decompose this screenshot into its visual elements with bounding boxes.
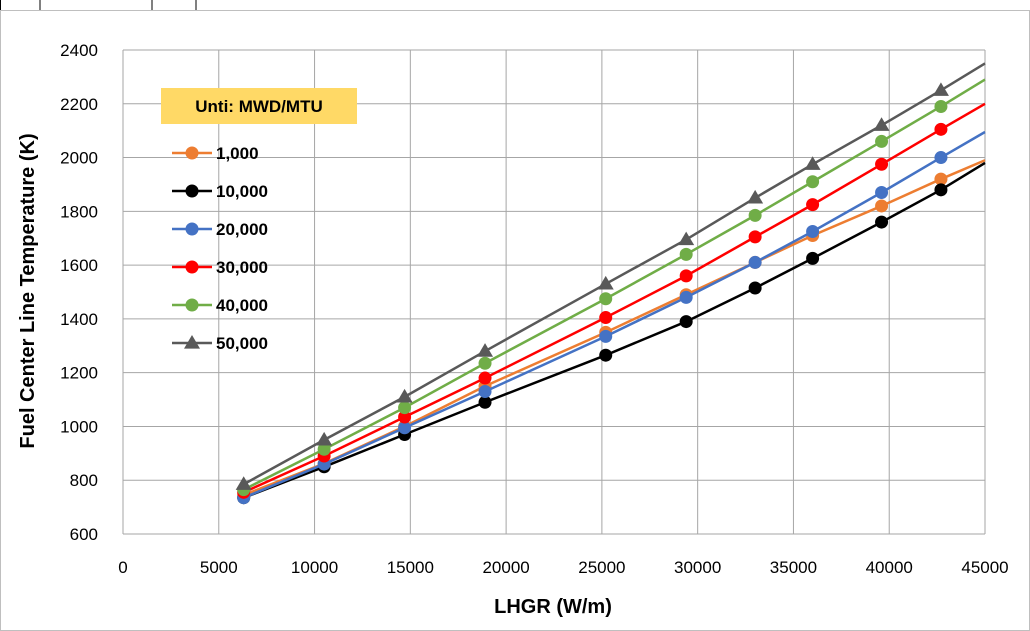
data-point-5-7 [804,156,821,170]
y-tick-label-5: 1600 [60,256,98,275]
data-point-4-8 [875,134,889,148]
y-tick-label-0: 600 [70,525,98,544]
x-tick-label-1: 5000 [200,558,238,577]
y-tick-label-6: 1800 [60,202,98,221]
data-point-5-6 [747,189,764,204]
header-table-remnant [0,0,197,10]
data-point-3-3 [478,371,492,385]
data-point-3-5 [679,269,693,283]
data-point-2-7 [806,225,820,238]
data-point-2-4 [599,329,613,343]
series-20,000 [237,130,986,505]
x-tick-label-8: 40000 [866,558,913,577]
data-point-0-9 [934,172,948,186]
x-tick-label-6: 30000 [674,558,721,577]
data-point-5-1 [316,431,333,446]
series-layer [235,62,986,505]
y-tick-label-9: 2400 [60,41,98,60]
data-point-2-9 [934,151,948,165]
legend-item-3: 30,000 [172,258,268,277]
data-point-5-4 [597,275,614,290]
data-point-1-3 [478,395,492,409]
y-axis-title: Fuel Center Line Temperature (K) [17,133,39,448]
legend-item-1: 10,000 [172,182,268,201]
legend-label-5: 50,000 [216,334,268,353]
legend-label-0: 1,000 [216,144,259,163]
legend-marker-3 [185,260,199,274]
y-tick-label-3: 1200 [60,364,98,383]
data-point-1-5 [679,315,693,329]
x-tick-label-5: 25000 [578,558,625,577]
legend-marker-2 [185,222,199,236]
x-tick-label-4: 20000 [482,558,529,577]
legend-label-3: 30,000 [216,258,268,277]
x-tick-label-7: 35000 [770,558,817,577]
legend-title: Unti: MWD/MTU [195,97,322,116]
y-tick-label-8: 2200 [60,95,98,114]
data-point-5-9 [932,82,949,96]
data-point-0-8 [875,199,889,213]
data-point-3-8 [875,157,889,171]
legend-label-2: 20,000 [216,220,268,239]
data-point-3-6 [748,230,762,244]
y-tick-label-4: 1400 [60,310,98,329]
data-point-3-7 [806,198,820,212]
data-point-5-2 [396,388,413,403]
legend-label-1: 10,000 [216,182,268,201]
data-point-1-8 [875,215,889,229]
series-50,000 [235,62,986,490]
data-point-3-2 [398,410,412,424]
x-axis-ticks: 0 5000 10000 15000 20000 25000 30000 35000 40000… [118,558,1008,577]
legend-label-4: 40,000 [216,296,268,315]
data-point-3-4 [599,311,613,325]
data-point-2-6 [748,255,762,269]
data-point-2-3 [478,384,492,398]
data-point-3-9 [934,122,948,136]
data-point-1-6 [748,281,762,295]
legend-marker-1 [185,184,199,198]
data-point-4-6 [748,208,762,222]
legend-marker-5 [184,335,200,349]
y-tick-label-1: 800 [70,471,98,490]
data-point-2-5 [679,290,693,304]
legend: Unti: MWD/MTU 1,000 10,000 20,000 30,000 40,… [161,88,357,353]
data-point-1-7 [806,251,820,265]
legend-title-background [161,88,357,124]
data-point-5-8 [873,117,890,131]
x-tick-label-3: 15000 [387,558,434,577]
x-tick-label-9: 45000 [961,558,1008,577]
y-tick-label-7: 2000 [60,149,98,168]
data-point-1-9 [934,183,948,197]
legend-marker-0 [185,146,199,160]
y-tick-label-2: 1000 [60,417,98,436]
legend-marker-4 [185,298,199,312]
data-point-4-5 [679,247,693,261]
x-tick-label-0: 0 [118,558,127,577]
data-point-4-7 [806,175,820,189]
legend-item-2: 20,000 [172,220,268,239]
data-point-5-0 [235,476,252,490]
x-axis-title: LHGR (W/m) [494,596,612,618]
x-tick-label-2: 10000 [291,558,338,577]
data-point-5-5 [678,231,695,246]
data-point-4-2 [398,401,412,415]
legend-item-4: 40,000 [172,296,268,315]
legend-item-0: 1,000 [172,144,259,163]
legend-item-5: 50,000 [172,334,268,353]
data-point-4-3 [478,356,492,370]
data-point-5-3 [477,343,494,357]
data-point-4-9 [934,99,948,113]
data-point-1-4 [599,348,613,362]
data-point-4-1 [317,442,331,456]
data-point-4-4 [599,292,613,306]
series-40,000 [237,78,986,497]
data-point-2-2 [398,421,412,435]
y-axis-ticks: 600 800 1000 1200 1400 1600 1800 2000 2200 2400 [60,41,98,544]
data-point-2-8 [875,186,889,200]
